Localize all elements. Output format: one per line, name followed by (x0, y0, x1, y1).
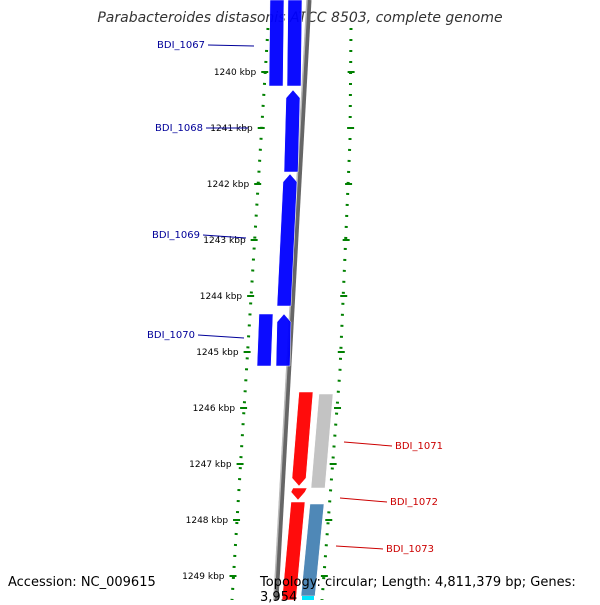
right-track-boundary (320, 27, 353, 600)
tick-label: 1241 kbp (210, 124, 253, 134)
gene-shape-bdi-1070a[interactable] (256, 313, 274, 367)
gene-shape-pseudo[interactable] (310, 393, 334, 489)
gene-shape-bdi-1067a[interactable] (268, 0, 285, 87)
tick-label: 1243 kbp (203, 236, 246, 246)
tick-label: 1245 kbp (196, 348, 239, 358)
gene-shape-bdi-1072[interactable] (281, 501, 306, 600)
gene-shape-bdi-1071[interactable] (291, 391, 314, 487)
gene-label-leader (343, 441, 393, 447)
gene-shape-cyan[interactable] (302, 596, 314, 600)
gene-label-leader (197, 334, 245, 339)
genome-backbone (273, 0, 312, 600)
tick-label: 1247 kbp (189, 460, 232, 470)
tick-label: 1242 kbp (207, 180, 250, 190)
gene-shape-bdi-1070b[interactable] (275, 313, 292, 367)
tick-label: 1248 kbp (186, 516, 229, 526)
gene-label[interactable]: BDI_1069 (152, 230, 200, 241)
gene-shape-bdi-1071-end[interactable] (290, 487, 308, 501)
tick-label: 1244 kbp (200, 292, 243, 302)
gene-label[interactable]: BDI_1071 (395, 441, 443, 452)
gene-shape-bdi-1068[interactable] (283, 89, 301, 173)
gene-label-leader (335, 545, 384, 550)
gene-label[interactable]: BDI_1068 (155, 123, 203, 134)
gene-label[interactable]: BDI_1073 (386, 544, 434, 555)
gene-shape-bdi-1069[interactable] (276, 173, 298, 307)
gene-label[interactable]: BDI_1070 (147, 330, 195, 341)
gene-shape-bdi-1073[interactable] (300, 503, 325, 597)
gene-label-leader (339, 497, 388, 503)
tick-label: 1249 kbp (182, 572, 225, 582)
gene-label-leader (202, 234, 247, 239)
gene-shape-bdi-1067b[interactable] (286, 0, 303, 87)
tick-label: 1246 kbp (193, 404, 236, 414)
tick-label: 1240 kbp (214, 68, 257, 78)
left-track-boundary (230, 27, 270, 600)
gene-label[interactable]: BDI_1067 (157, 40, 205, 51)
genome-stats-text: Topology: circular; Length: 4,811,379 bp… (260, 575, 576, 605)
accession-text: Accession: NC_009615 (8, 575, 156, 590)
gene-label-leader (207, 44, 255, 47)
gene-label[interactable]: BDI_1072 (390, 497, 438, 508)
